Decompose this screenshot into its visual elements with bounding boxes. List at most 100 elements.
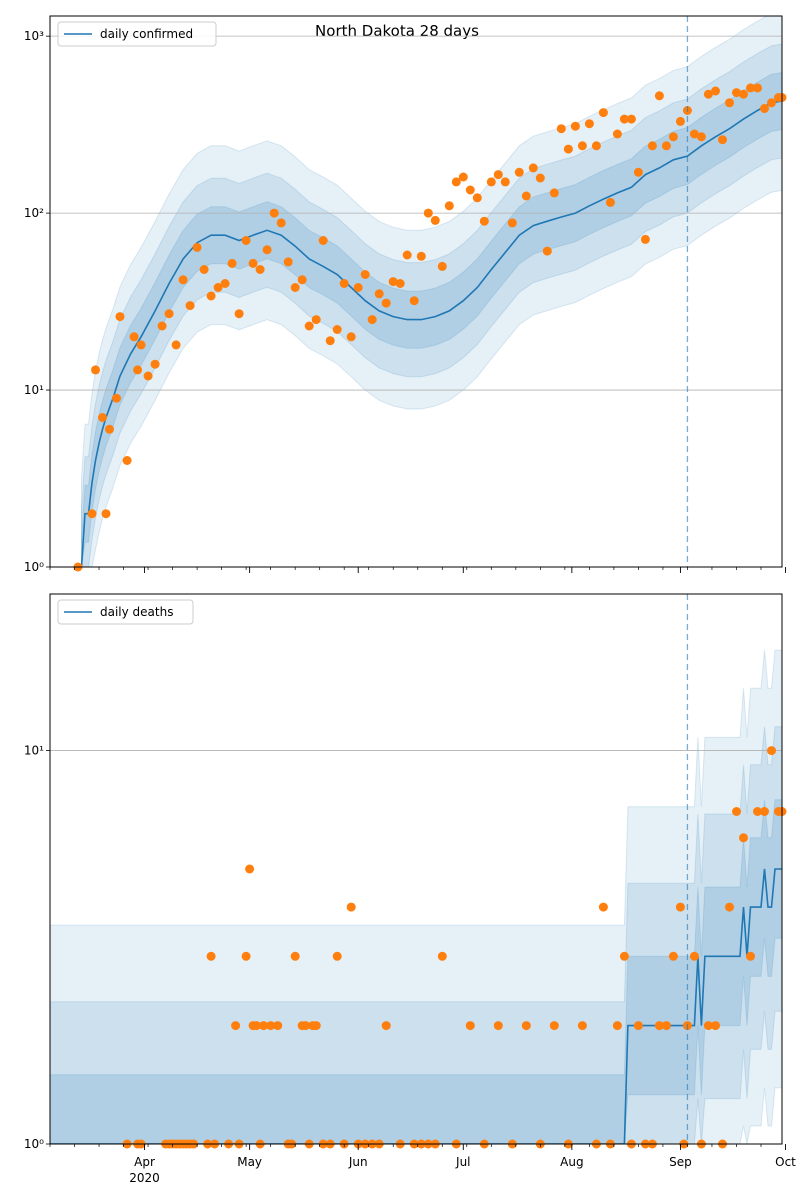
uncertainty-band-1 bbox=[81, 16, 782, 567]
data-point bbox=[178, 275, 188, 285]
confirmed-x-axis bbox=[49, 567, 786, 573]
data-point bbox=[619, 951, 629, 961]
data-point bbox=[577, 1021, 587, 1031]
data-point bbox=[458, 172, 468, 182]
data-point bbox=[91, 365, 100, 375]
y-tick-label: 10⁰ bbox=[24, 560, 44, 574]
data-point bbox=[290, 951, 300, 961]
data-point bbox=[367, 315, 377, 325]
data-point bbox=[248, 258, 258, 268]
data-point bbox=[231, 1021, 241, 1031]
data-point bbox=[192, 242, 202, 252]
data-point bbox=[451, 177, 461, 187]
data-point bbox=[381, 1021, 391, 1031]
x-tick-label: Apr bbox=[134, 1155, 155, 1169]
data-point bbox=[318, 236, 328, 245]
data-point bbox=[105, 424, 114, 434]
data-point bbox=[206, 291, 216, 301]
data-point bbox=[725, 98, 734, 108]
data-point bbox=[711, 86, 720, 96]
data-point bbox=[542, 246, 552, 256]
data-point bbox=[465, 1021, 475, 1031]
data-point bbox=[262, 245, 272, 255]
data-point bbox=[563, 144, 573, 154]
data-point bbox=[640, 234, 650, 244]
data-point bbox=[297, 275, 307, 285]
data-point bbox=[227, 258, 237, 268]
data-point bbox=[252, 1021, 262, 1031]
data-point bbox=[549, 1021, 559, 1031]
data-point bbox=[164, 309, 174, 319]
data-point bbox=[598, 108, 608, 118]
data-point bbox=[381, 298, 391, 308]
data-point bbox=[598, 902, 608, 912]
data-point bbox=[654, 1021, 664, 1031]
x-tick-label: Aug bbox=[560, 1155, 583, 1169]
data-point bbox=[290, 283, 300, 292]
data-point bbox=[423, 208, 433, 218]
data-point bbox=[395, 279, 405, 288]
data-point bbox=[332, 325, 342, 334]
data-point bbox=[416, 251, 426, 261]
data-point bbox=[143, 371, 153, 381]
data-point bbox=[269, 208, 279, 218]
data-point bbox=[430, 215, 440, 225]
uncertainty-band-3 bbox=[81, 71, 782, 567]
data-point bbox=[535, 173, 545, 183]
data-point bbox=[767, 746, 776, 756]
data-point bbox=[360, 270, 370, 279]
data-point bbox=[507, 218, 517, 228]
data-point bbox=[241, 236, 251, 245]
data-point bbox=[245, 864, 255, 874]
data-point bbox=[346, 332, 356, 342]
data-point bbox=[591, 141, 601, 151]
data-point bbox=[465, 185, 475, 195]
x-tick-label: Sep bbox=[669, 1155, 692, 1169]
data-point bbox=[112, 393, 121, 403]
data-point bbox=[654, 91, 664, 101]
data-point bbox=[647, 141, 657, 151]
confirmed-panel: 10⁰ 10¹ 10² 10³ daily confirmed bbox=[24, 15, 787, 574]
data-point bbox=[199, 265, 209, 274]
data-point bbox=[444, 201, 454, 211]
data-point bbox=[746, 83, 755, 93]
data-point bbox=[668, 951, 678, 961]
uncertainty-bands bbox=[81, 16, 782, 567]
data-point bbox=[514, 167, 524, 177]
data-point bbox=[696, 132, 706, 142]
data-point bbox=[760, 104, 769, 113]
data-point bbox=[718, 135, 727, 145]
data-point bbox=[556, 124, 566, 134]
data-point bbox=[661, 1021, 671, 1031]
axes-frame bbox=[49, 593, 783, 1145]
data-point bbox=[675, 116, 685, 126]
x-year-label: 2020 bbox=[129, 1171, 160, 1185]
scatter-points bbox=[122, 746, 787, 1149]
uncertainty-band-2 bbox=[81, 43, 782, 567]
data-point bbox=[311, 1021, 321, 1031]
data-point bbox=[266, 1021, 276, 1031]
data-point bbox=[521, 191, 531, 201]
data-point bbox=[339, 279, 349, 288]
data-point bbox=[409, 296, 419, 306]
data-point bbox=[437, 261, 447, 271]
data-point bbox=[521, 1021, 531, 1031]
data-point bbox=[732, 807, 741, 816]
legend: daily deaths bbox=[57, 599, 194, 625]
data-point bbox=[633, 167, 643, 177]
data-point bbox=[760, 807, 769, 816]
deaths-panel: 10⁰ 10¹ daily deaths bbox=[24, 593, 787, 1151]
data-point bbox=[746, 951, 755, 961]
data-point bbox=[605, 197, 615, 207]
data-point bbox=[570, 121, 580, 131]
data-point bbox=[612, 1021, 622, 1031]
axes-frame bbox=[49, 15, 783, 568]
data-point bbox=[402, 250, 412, 260]
y-tick-label: 10¹ bbox=[24, 383, 44, 397]
y-tick-label: 10³ bbox=[24, 29, 44, 43]
data-point bbox=[255, 265, 265, 274]
data-point bbox=[472, 193, 482, 203]
data-point bbox=[500, 177, 510, 187]
x-tick-label: Jun bbox=[348, 1155, 368, 1169]
data-point bbox=[150, 359, 160, 369]
